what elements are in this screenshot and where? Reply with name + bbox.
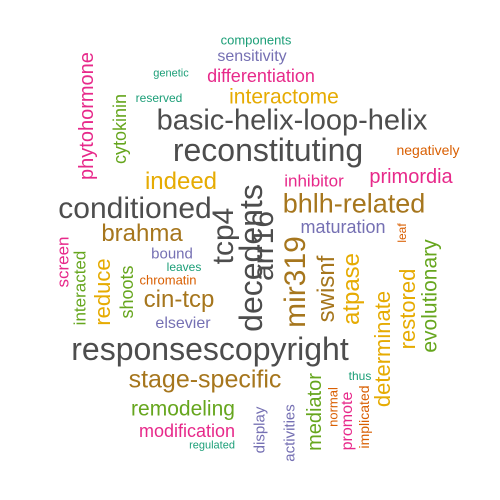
word-responsescopyright: responsescopyright: [71, 331, 349, 367]
word-phytohormone: phytohormone: [76, 52, 98, 180]
word-mediator: mediator: [304, 373, 326, 451]
word-atpase: atpase: [338, 252, 365, 326]
word-cin-tcp: cin-tcp: [143, 286, 215, 313]
word-restored: restored: [395, 268, 420, 350]
word-reconstituting: reconstituting: [172, 132, 364, 168]
word-implicated: implicated: [356, 385, 372, 449]
word-regulated: regulated: [189, 439, 235, 452]
word-display: display: [251, 406, 269, 454]
word-promote: promote: [339, 391, 356, 451]
word-modification: modification: [138, 421, 236, 441]
word-mir319: mir319: [279, 236, 312, 328]
word-chromatin: chromatin: [139, 272, 197, 288]
word-indeed: indeed: [144, 168, 218, 195]
word-activities: activities: [281, 404, 299, 462]
word-brahma: brahma: [101, 220, 183, 247]
word-bhlh-related: bhlh-related: [282, 188, 426, 219]
word-primordia: primordia: [369, 166, 453, 188]
word-inhibitor: inhibitor: [284, 171, 344, 191]
word-interactome: interactome: [229, 85, 339, 109]
word-stage-specific: stage-specific: [128, 365, 282, 394]
word-leaf: leaf: [395, 223, 409, 243]
word-components: components: [220, 32, 292, 48]
word-thus: thus: [348, 369, 372, 383]
word-sensitivity: sensitivity: [217, 48, 287, 65]
word-interacted: interacted: [70, 250, 90, 326]
word-conditioned: conditioned: [58, 192, 212, 225]
word-leaves: leaves: [166, 260, 202, 274]
word-normal: normal: [325, 387, 341, 427]
word-basic-helix-loop-helix: basic-helix-loop-helix: [156, 104, 428, 137]
word-reserved: reserved: [135, 91, 183, 105]
word-shoots: shoots: [117, 265, 137, 319]
word-remodeling: remodeling: [131, 397, 235, 421]
word-maturation: maturation: [300, 217, 386, 237]
word-swisnf: swisnf: [313, 255, 340, 323]
word-negatively: negatively: [396, 142, 460, 158]
word-genetic: genetic: [153, 67, 189, 80]
word-differentiation: differentiation: [207, 66, 315, 86]
word-reduce: reduce: [90, 258, 115, 326]
word-cytokinin: cytokinin: [110, 93, 130, 165]
word-arr16: arr16: [247, 210, 280, 282]
word-evolutionary: evolutionary: [418, 239, 442, 353]
word-bound: bound: [151, 245, 193, 263]
word-elsevier: elsevier: [155, 315, 211, 332]
word-determinate: determinate: [370, 290, 395, 408]
word-screen: screen: [53, 236, 73, 288]
